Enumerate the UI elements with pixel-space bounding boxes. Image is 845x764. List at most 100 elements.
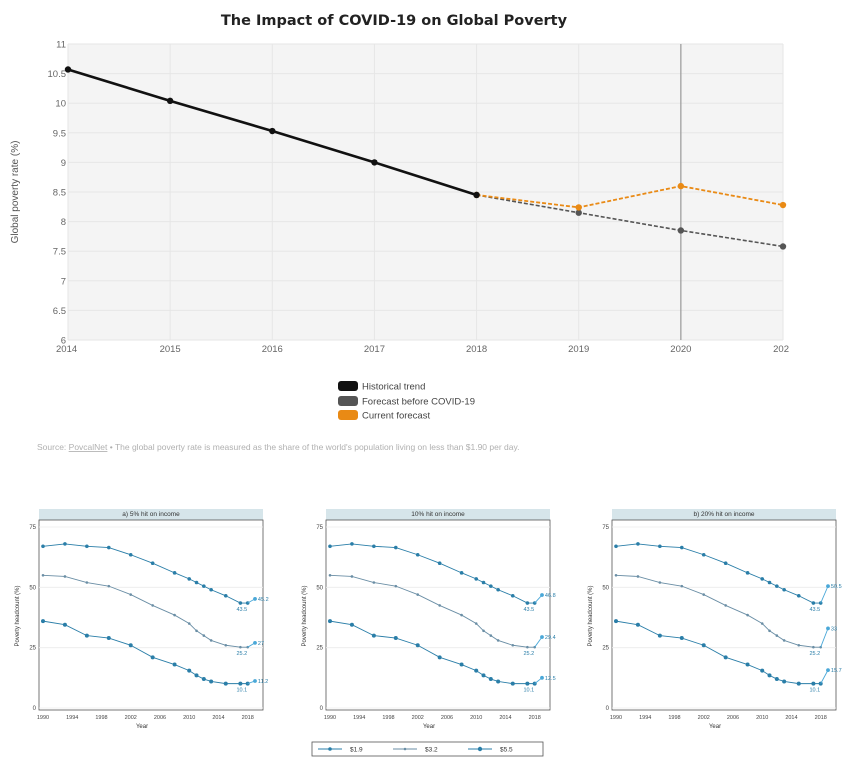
series-point-1 [779, 243, 787, 250]
panel-series-point [702, 593, 706, 596]
panel-series-point [724, 604, 727, 607]
panel-x-axis-label: Year [136, 724, 148, 730]
main-y-axis-label: Global poverty rate (%) [10, 141, 21, 244]
panel-series-point [150, 561, 155, 565]
panel-x-axis-label: Year [709, 724, 721, 730]
legend-label-1: Forecast before COVID-19 [362, 397, 475, 408]
source-link[interactable]: PovcalNet [69, 442, 108, 452]
panel-series-point [658, 544, 662, 549]
main-series-layer [64, 66, 787, 250]
panel-series-line [615, 543, 821, 604]
panel-y-tick: 25 [29, 646, 36, 652]
panel-data-label: 43.5 [236, 607, 247, 613]
panel-series-point [796, 593, 801, 598]
panel-x-tick: 1998 [382, 715, 394, 721]
panel-hit-point [826, 626, 830, 631]
panel-data-label: 50.5 [831, 584, 842, 590]
panel-title: b) 20% hit on income [693, 511, 754, 518]
y-tick-label: 10.5 [48, 69, 67, 80]
panel-series-point [62, 622, 67, 627]
panel-series-point [489, 584, 493, 588]
x-tick-label: 2017 [364, 344, 385, 355]
panel-series-line [42, 543, 248, 604]
series-point-0 [166, 97, 174, 105]
panel-x-tick: 1990 [610, 715, 622, 721]
panel-series-point [496, 639, 500, 642]
series-point-2 [677, 182, 685, 190]
panel-data-label: 29.4 [545, 635, 556, 641]
panel-x-tick: 2010 [756, 715, 768, 721]
panel-series-point [328, 544, 332, 549]
small-legend-label: $1.9 [350, 747, 363, 754]
panel-series-point [223, 593, 228, 598]
panel-series-point [372, 544, 376, 549]
panel-series-point [187, 622, 191, 625]
panel-series-point [782, 679, 787, 684]
panel-series-point [796, 681, 801, 686]
panel-series-point [679, 636, 684, 641]
panel-series-point [415, 643, 420, 648]
panel-x-tick: 1990 [324, 715, 336, 721]
panel-series-point [239, 645, 242, 649]
legend-label-2: Current forecast [362, 411, 430, 422]
panel-series-line [615, 574, 821, 648]
panel-series-point [85, 544, 89, 549]
panel-series-point [496, 587, 500, 592]
panel-y-tick: 75 [602, 525, 609, 531]
small-legend-marker [477, 746, 483, 752]
panel-y-axis-label: Poverty headcount (%) [15, 585, 21, 646]
panel-data-label: 43.5 [809, 607, 820, 613]
panel-series-point [658, 581, 662, 584]
panel-series-point [238, 601, 243, 605]
panel-series-point [745, 662, 750, 667]
panel-series-point [614, 544, 618, 549]
panel-hit-segment [820, 669, 829, 684]
panel-series-point [202, 634, 206, 637]
panel-series-point [437, 561, 442, 565]
panel-x-tick: 1998 [668, 715, 680, 721]
panel-series-point [481, 673, 486, 678]
series-point-0 [371, 159, 378, 166]
panel-series-point [525, 681, 530, 686]
panel-data-label: 45.2 [258, 597, 269, 603]
panel-series-point [187, 577, 192, 581]
panel-data-label: 46.8 [545, 593, 556, 599]
panel-series-point [172, 571, 177, 575]
panel-series-point [526, 645, 529, 649]
panel-series-point [768, 629, 771, 633]
panel-data-label: 25.2 [809, 651, 820, 657]
panel-series-point [488, 677, 493, 682]
panel-series-point [767, 580, 772, 585]
panel-series-point [394, 584, 398, 588]
panel-title: 10% hit on income [411, 511, 465, 518]
panel-series-point [723, 655, 728, 660]
panel-series-point [106, 636, 111, 641]
panel-series-point [782, 587, 786, 592]
y-tick-label: 9 [61, 158, 66, 169]
panel-series-point [775, 584, 779, 588]
x-tick-label: 2019 [568, 344, 589, 355]
panel-series-point [350, 575, 354, 578]
panel-data-label: 27 [258, 641, 264, 647]
panel-series-point [496, 679, 501, 684]
panel-x-tick: 1994 [639, 715, 651, 721]
series-point-2 [779, 201, 787, 209]
panel-y-tick: 25 [316, 646, 323, 652]
panel-series-point [459, 662, 464, 667]
series-line-1 [476, 194, 784, 248]
panel-series-point [811, 601, 816, 605]
panel-series-point [41, 619, 45, 624]
panel-series-point [209, 679, 214, 684]
panel-series-point [371, 633, 376, 638]
panel-x-tick: 2002 [698, 715, 710, 721]
panel-y-tick: 0 [33, 706, 37, 712]
panel-series-point [41, 544, 45, 549]
panel-x-tick: 2006 [441, 715, 453, 721]
panel-series-point [760, 668, 765, 673]
panel-y-tick: 25 [602, 646, 609, 652]
x-tick-label: 202 [773, 344, 789, 355]
panel-series-point [372, 581, 376, 584]
panel-x-tick: 1998 [95, 715, 107, 721]
source-text: • The global poverty rate is measured as… [107, 442, 519, 452]
small-multiples: a) 5% hit on income 0 25 50 75 1990 1994 1998 20… [15, 509, 842, 730]
